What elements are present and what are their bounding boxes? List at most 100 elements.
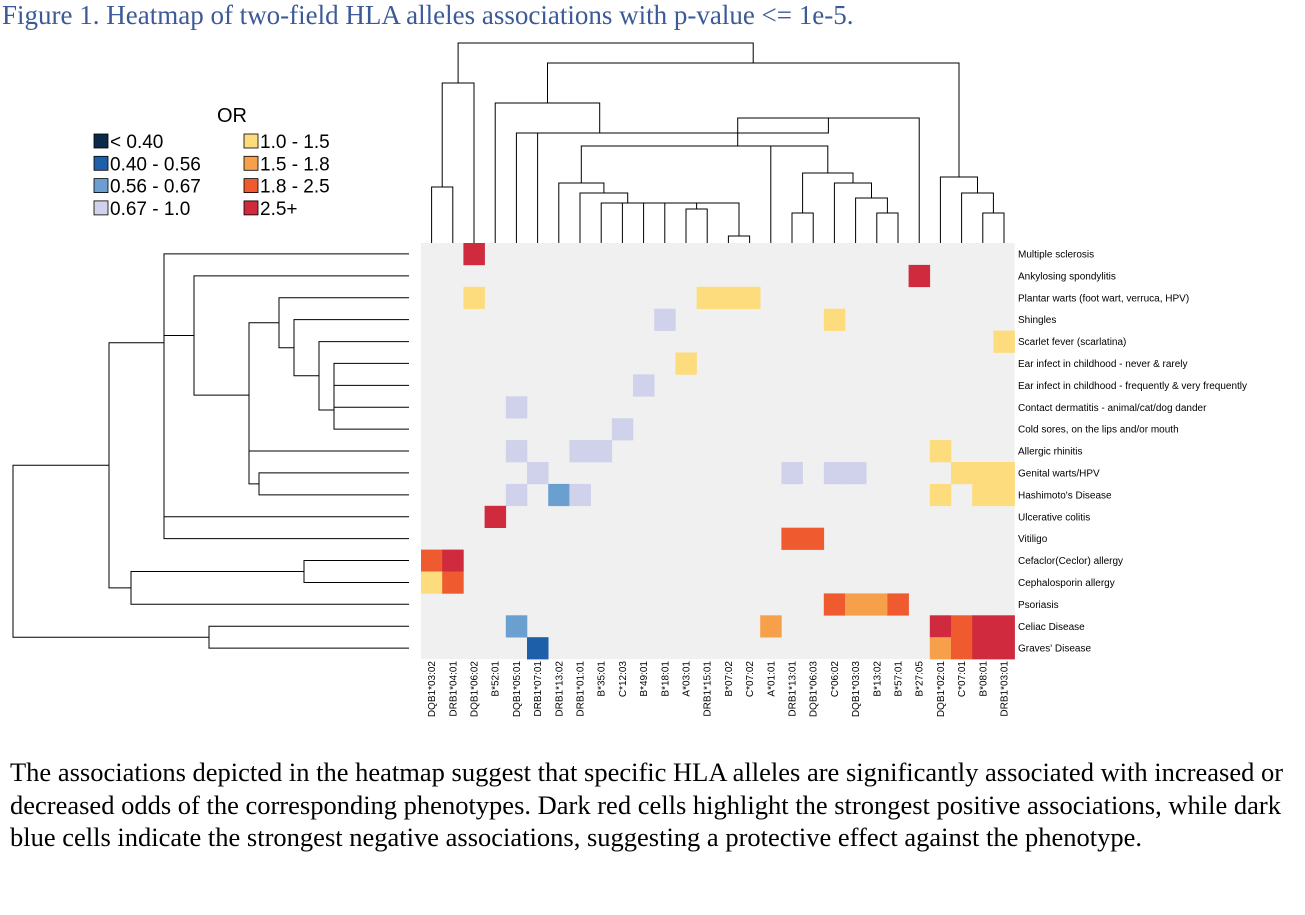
dendrogram-link bbox=[643, 202, 666, 243]
column-label: C*06:02 bbox=[830, 661, 841, 698]
heatmap-cell bbox=[633, 374, 655, 397]
dendrogram-link bbox=[431, 186, 454, 243]
dendrogram-link bbox=[802, 172, 854, 213]
dendrogram-link bbox=[248, 322, 279, 468]
heatmap-cell bbox=[717, 286, 740, 309]
row-label: Contact dermatitis - animal/cat/dog dand… bbox=[1018, 403, 1207, 414]
dendrogram-link bbox=[208, 625, 409, 649]
dendrogram-link bbox=[580, 145, 829, 183]
legend-swatch bbox=[93, 155, 109, 171]
heatmap-cell bbox=[823, 462, 846, 485]
dendrogram-link bbox=[278, 297, 409, 349]
column-label: DRB1*03:01 bbox=[1000, 661, 1011, 717]
dendrogram-link bbox=[579, 192, 629, 243]
heatmap-cell bbox=[505, 483, 528, 507]
heatmap-cell bbox=[421, 571, 443, 594]
column-label: DQB1*02:01 bbox=[936, 661, 947, 718]
column-dendrogram bbox=[431, 42, 1005, 243]
dendrogram-link bbox=[108, 342, 164, 589]
legend-swatch bbox=[243, 133, 259, 149]
heatmap-cell bbox=[442, 571, 464, 594]
legend-entry: < 0.40 bbox=[93, 132, 163, 153]
legend-label: 0.40 - 0.56 bbox=[110, 154, 201, 175]
column-label: DRB1*13:02 bbox=[554, 661, 565, 717]
row-label: Cold sores, on the lips and/or mouth bbox=[1018, 425, 1179, 436]
legend-label: 1.8 - 2.5 bbox=[260, 177, 330, 198]
dendrogram-link bbox=[12, 464, 209, 638]
heatmap-cell bbox=[823, 593, 846, 616]
dendrogram-link bbox=[876, 212, 899, 243]
column-label: B*35:01 bbox=[597, 661, 608, 697]
column-label: DQB1*06:02 bbox=[470, 661, 481, 718]
dendrogram-link bbox=[193, 275, 409, 396]
row-labels: Multiple sclerosis Ankylosing spondylitis… bbox=[1018, 249, 1247, 654]
heatmap-cell bbox=[823, 308, 846, 331]
dendrogram-link bbox=[333, 362, 409, 386]
heatmap-cell bbox=[675, 352, 697, 375]
column-label: B*52:01 bbox=[491, 661, 502, 697]
heatmap-cell bbox=[611, 418, 634, 441]
heatmap-cell bbox=[505, 615, 528, 638]
dendrogram-link bbox=[163, 516, 409, 540]
column-label: C*07:01 bbox=[957, 661, 968, 698]
dendrogram-link bbox=[293, 319, 409, 377]
dendrogram-link bbox=[621, 202, 686, 243]
legend-entry: 2.5+ bbox=[243, 199, 298, 220]
legend-label: 0.67 - 1.0 bbox=[110, 199, 190, 220]
legend-title: OR bbox=[217, 105, 247, 127]
heatmap-cell bbox=[929, 637, 952, 660]
dendrogram-link bbox=[494, 102, 601, 243]
legend-label: 1.0 - 1.5 bbox=[260, 132, 330, 153]
heatmap-cell bbox=[781, 527, 803, 550]
dendrogram-link bbox=[303, 560, 409, 583]
heatmap-cell bbox=[696, 286, 719, 309]
row-label: Celiac Disease bbox=[1018, 622, 1085, 633]
dendrogram-link bbox=[515, 132, 683, 243]
heatmap-cells bbox=[421, 243, 1015, 660]
dendrogram-link bbox=[791, 212, 814, 243]
legend-entry: 1.5 - 1.8 bbox=[243, 154, 330, 175]
heatmap-cell bbox=[887, 593, 909, 616]
column-label: DQB1*06:03 bbox=[809, 661, 820, 718]
dendrogram-link bbox=[163, 253, 409, 432]
heatmap-cell bbox=[845, 593, 867, 616]
heatmap-cell bbox=[929, 483, 952, 507]
heatmap-cell bbox=[505, 440, 528, 463]
heatmap-cell bbox=[484, 505, 507, 528]
heatmap-cell bbox=[569, 483, 591, 507]
heatmap-cell bbox=[802, 527, 825, 550]
legend-entry: 0.56 - 0.67 bbox=[93, 177, 201, 198]
heatmap-cell bbox=[590, 440, 613, 463]
heatmap-cell bbox=[781, 462, 803, 485]
heatmap-cell bbox=[993, 483, 1015, 507]
legend-swatch bbox=[93, 178, 109, 194]
heatmap-cell bbox=[739, 286, 761, 309]
legend-label: < 0.40 bbox=[110, 132, 163, 153]
column-label: DRB1*04:01 bbox=[448, 661, 459, 717]
heatmap-cell bbox=[951, 615, 973, 638]
heatmap-cell bbox=[654, 308, 676, 331]
heatmap-cell bbox=[972, 483, 994, 507]
column-label: DQB1*03:02 bbox=[427, 661, 438, 718]
heatmap-cell bbox=[908, 264, 931, 288]
heatmap-cell bbox=[866, 593, 888, 616]
heatmap-cell bbox=[929, 615, 952, 638]
row-label: Ulcerative colitis bbox=[1018, 512, 1090, 523]
row-label: Multiple sclerosis bbox=[1018, 249, 1094, 260]
heatmap-cell bbox=[929, 440, 952, 463]
legend-entry: 1.0 - 1.5 bbox=[243, 132, 330, 153]
column-label: C*12:03 bbox=[618, 661, 629, 698]
legend-swatch bbox=[93, 133, 109, 149]
heatmap-cell bbox=[845, 462, 867, 485]
heatmap-cell bbox=[569, 440, 591, 463]
dendrogram-link bbox=[333, 374, 409, 408]
column-label: DRB1*01:01 bbox=[576, 661, 587, 717]
row-label: Psoriasis bbox=[1018, 600, 1059, 611]
legend-label: 0.56 - 0.67 bbox=[110, 177, 201, 198]
column-label: DRB1*15:01 bbox=[703, 661, 714, 717]
heatmap-cell bbox=[527, 462, 549, 485]
heatmap-cell bbox=[972, 615, 994, 638]
column-label: DRB1*13:01 bbox=[788, 661, 799, 717]
row-label: Ankylosing spondylitis bbox=[1018, 271, 1116, 282]
dendrogram-link bbox=[685, 208, 708, 243]
